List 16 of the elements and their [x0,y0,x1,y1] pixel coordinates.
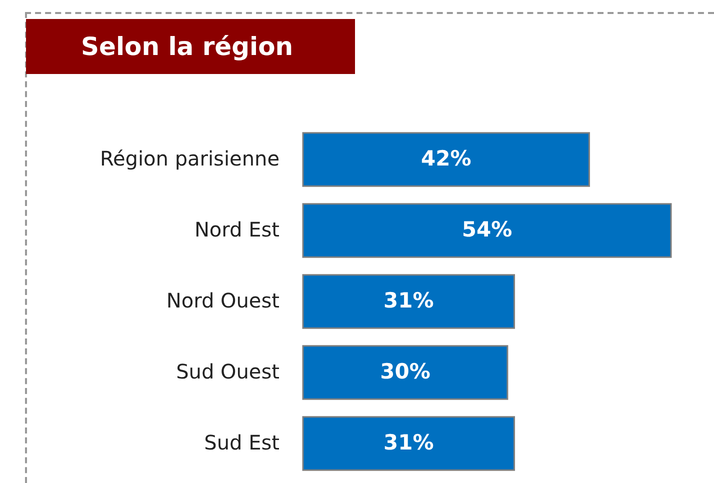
y-tick-label: Nord Ouest [166,288,280,312]
y-tick-label: Nord Est [194,218,280,242]
chart-title: Selon la région [26,19,355,74]
bar [302,416,516,471]
data-label: 54% [462,218,512,242]
data-label: 31% [383,430,434,454]
bar [302,274,516,329]
data-label: 42% [420,146,472,170]
y-tick-label: Région parisienne [100,146,280,170]
y-tick-label: Sud Ouest [176,360,280,384]
bar [302,203,672,258]
y-tick-label: Sud Est [204,430,280,454]
data-label: 30% [380,360,430,384]
bar [302,132,590,187]
bar [302,345,508,400]
data-label: 31% [383,288,434,312]
